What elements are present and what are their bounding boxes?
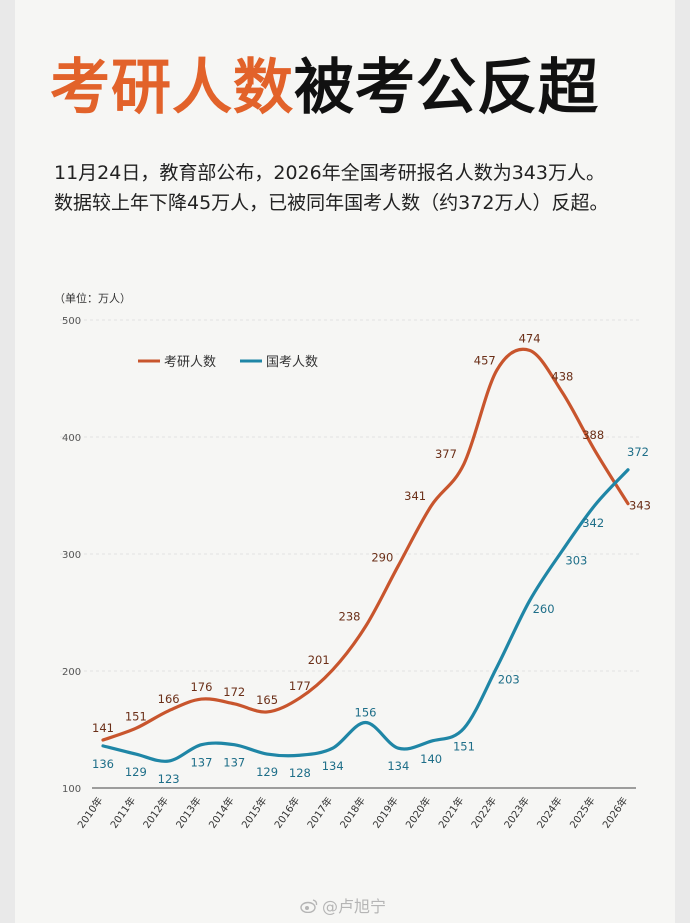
- subtitle-line-2: 数据较上年下降45万人，已被同年国考人数（约372万人）反超。: [54, 192, 609, 214]
- x-tick-label: 2014年: [206, 794, 237, 830]
- data-label: 172: [223, 685, 245, 699]
- x-tick-label: 2022年: [468, 794, 499, 830]
- x-tick-label: 2021年: [435, 794, 466, 830]
- page-title: 考研人数被考公反超: [50, 58, 599, 118]
- data-label: 377: [435, 447, 457, 461]
- data-label: 140: [420, 752, 442, 766]
- data-label: 156: [355, 705, 377, 719]
- y-tick-label: 100: [62, 784, 81, 795]
- x-tick-label: 2015年: [239, 794, 270, 830]
- data-label: 388: [582, 428, 604, 442]
- data-label: 123: [158, 772, 180, 786]
- data-label: 303: [565, 553, 587, 567]
- series-line-guokao: [101, 468, 630, 763]
- subtitle: 11月24日，教育部公布，2026年全国考研报名人数为343万人。 数据较上年下…: [54, 158, 654, 218]
- data-label: 260: [533, 602, 555, 616]
- x-tick-label: 2025年: [567, 794, 598, 830]
- data-label: 201: [308, 653, 330, 667]
- series-line-kaoyan: [101, 347, 630, 742]
- data-label: 177: [289, 679, 311, 693]
- data-label: 134: [387, 759, 409, 773]
- y-tick-label: 200: [62, 667, 81, 678]
- data-label: 238: [339, 610, 361, 624]
- weibo-icon: [300, 898, 318, 917]
- data-label: 166: [158, 692, 180, 706]
- data-label: 457: [474, 353, 496, 367]
- x-tick-label: 2013年: [173, 794, 204, 830]
- title-rest: 被考公反超: [294, 53, 599, 123]
- legend-label: 考研人数: [164, 355, 216, 370]
- x-tick-label: 2020年: [403, 794, 434, 830]
- y-unit-label: （单位：万人）: [54, 291, 131, 305]
- data-label: 372: [627, 445, 649, 459]
- x-tick-label: 2011年: [107, 794, 138, 830]
- x-tick-label: 2023年: [501, 794, 532, 830]
- data-label: 474: [519, 331, 541, 345]
- y-tick-label: 400: [62, 433, 81, 444]
- y-tick-label: 500: [62, 316, 81, 327]
- legend-label: 国考人数: [266, 355, 318, 370]
- x-tick-label: 2017年: [304, 794, 335, 830]
- data-label: 137: [223, 756, 245, 770]
- data-label: 134: [322, 759, 344, 773]
- watermark-text: @卢旭宁: [322, 897, 387, 916]
- data-label: 129: [125, 765, 147, 779]
- x-tick-label: 2010年: [74, 794, 105, 830]
- title-highlight: 考研人数: [50, 53, 294, 123]
- data-label: 151: [125, 709, 147, 723]
- card: [15, 0, 675, 923]
- data-label: 165: [256, 693, 278, 707]
- data-label: 343: [629, 499, 651, 513]
- watermark: @卢旭宁: [300, 893, 386, 917]
- x-tick-label: 2016年: [271, 794, 302, 830]
- data-label: 438: [551, 370, 573, 384]
- data-label: 128: [289, 766, 311, 780]
- x-tick-label: 2024年: [534, 794, 565, 830]
- x-tick-label: 2012年: [140, 794, 171, 830]
- data-label: 203: [498, 672, 520, 686]
- data-label: 137: [190, 756, 212, 770]
- data-label: 176: [190, 680, 212, 694]
- data-label: 151: [453, 739, 475, 753]
- x-tick-label: 2018年: [337, 794, 368, 830]
- data-label: 342: [582, 516, 604, 530]
- x-tick-label: 2026年: [599, 794, 630, 830]
- x-tick-label: 2019年: [370, 794, 401, 830]
- data-label: 141: [92, 721, 114, 735]
- y-tick-label: 300: [62, 550, 81, 561]
- data-label: 129: [256, 765, 278, 779]
- data-label: 341: [404, 489, 426, 503]
- data-label: 136: [92, 757, 114, 771]
- subtitle-line-1: 11月24日，教育部公布，2026年全国考研报名人数为343万人。: [54, 162, 605, 184]
- data-label: 290: [371, 551, 393, 565]
